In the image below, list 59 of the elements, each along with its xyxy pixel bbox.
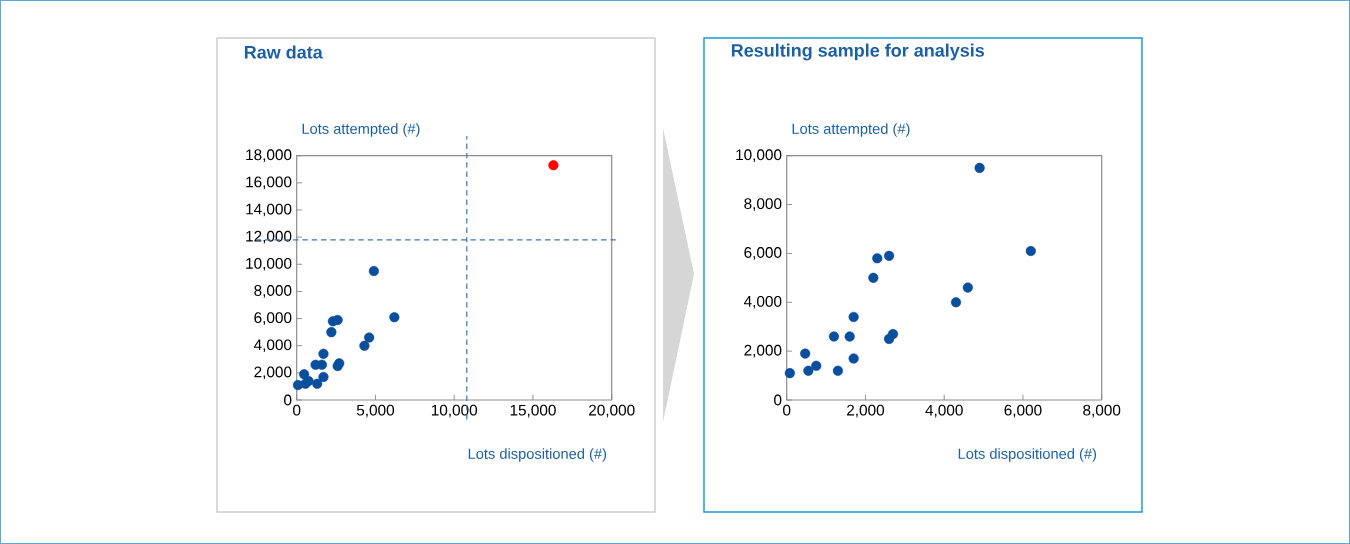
point [359, 340, 370, 351]
point [364, 332, 375, 343]
y-tick-label: 4,000 [253, 339, 292, 353]
y-tick-label: 4,000 [743, 295, 782, 309]
y-tick-label: 18,000 [246, 149, 292, 163]
point [312, 378, 323, 389]
y-tick-label: 0 [284, 394, 292, 406]
point [828, 331, 840, 342]
x-tick-label: 4,000 [925, 404, 963, 418]
point [887, 328, 899, 340]
point [1025, 245, 1036, 257]
chart-title: Raw data [244, 45, 323, 59]
point [318, 348, 329, 359]
point [803, 365, 814, 376]
y-tick-label: 6,000 [254, 312, 292, 325]
point [832, 365, 843, 376]
point [548, 160, 559, 171]
x-tick-label: 5,000 [356, 404, 395, 418]
point [974, 162, 985, 173]
point [368, 265, 379, 277]
chart-title: Resulting sample for analysis [731, 43, 985, 61]
y-tick-label: 10,000 [736, 149, 782, 163]
x-axis-title: Lots dispositioned (#) [958, 448, 1097, 462]
y-tick-label: 14,000 [246, 203, 292, 217]
y-tick-label: 6,000 [744, 247, 782, 260]
y-tick-label: 0 [774, 394, 782, 406]
point [848, 353, 859, 364]
x-tick-label: 10,000 [431, 404, 478, 418]
point [811, 360, 822, 371]
x-axis-title: Lots dispositioned (#) [468, 448, 607, 462]
point [848, 311, 859, 323]
y-tick-label: 8,000 [254, 285, 292, 298]
point [389, 312, 400, 323]
y-tick-label: 12,000 [246, 230, 292, 244]
point [884, 250, 895, 261]
point [844, 331, 855, 342]
point [800, 348, 811, 359]
y-tick-label: 8,000 [744, 198, 782, 211]
point [326, 327, 337, 338]
x-tick-label: 2,000 [847, 404, 885, 418]
y-tick-label: 16,000 [246, 176, 292, 190]
y-tick-label: 2,000 [254, 366, 292, 380]
point [872, 253, 883, 264]
x-tick-label: 0 [293, 404, 301, 416]
point [784, 368, 795, 379]
x-tick-label: 20,000 [589, 404, 635, 418]
y-axis-title: Lots attempted (#) [792, 123, 910, 137]
x-tick-label: 15,000 [510, 404, 556, 418]
x-tick-label: 8,000 [1083, 404, 1121, 418]
point [950, 297, 962, 308]
point [299, 369, 310, 380]
y-axis-title: Lots attempted (#) [302, 123, 420, 137]
point [318, 371, 329, 382]
x-tick-label: 0 [783, 404, 791, 416]
point [962, 282, 973, 293]
x-tick-label: 6,000 [1004, 404, 1042, 418]
y-tick-label: 10,000 [246, 257, 292, 271]
point [868, 272, 879, 283]
y-tick-label: 2,000 [744, 344, 782, 358]
